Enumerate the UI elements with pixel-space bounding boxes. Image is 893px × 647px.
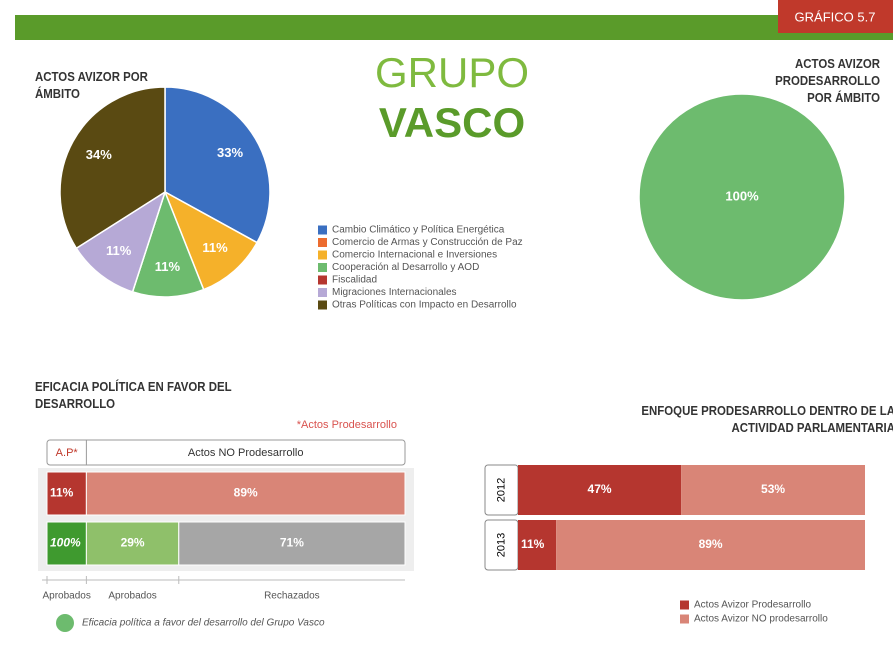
note: *Actos Prodesarrollo: [297, 419, 397, 431]
chart-title: EFICACIA POLÍTICA EN FAVOR DEL DESARROLL…: [35, 379, 232, 411]
legend-label: Comercio Internacional e Inversiones: [332, 250, 497, 261]
legend-swatch: [318, 275, 327, 285]
data-label: 89%: [699, 537, 723, 551]
pie-title: ACTOS AVIZOR POR ÁMBITO: [35, 69, 148, 101]
pie-slice: [131, 189, 205, 298]
legend-swatch: [318, 263, 327, 272]
segment-label: Aprobados: [108, 591, 156, 602]
group-title: GRUPO: [375, 49, 529, 96]
column-header: Actos NO Prodesarrollo: [188, 447, 304, 459]
pie-slice: [163, 190, 259, 291]
legend-swatch: [680, 600, 689, 610]
column-header: A.P*: [56, 447, 79, 459]
top-band: [15, 15, 893, 40]
pie-slice: [59, 86, 166, 250]
legend-swatch: [680, 614, 689, 624]
data-label: 100%: [50, 536, 81, 550]
legend-label: Actos Avizor NO prodesarrollo: [694, 614, 828, 625]
bar-segment: [556, 520, 865, 570]
data-label: 71%: [280, 536, 304, 550]
legend-label: Comercio de Armas y Construcción de Paz: [332, 237, 523, 248]
y-tick-label: 2013: [495, 533, 507, 557]
legend-swatch: [318, 250, 327, 260]
bar-segment: [85, 471, 406, 516]
legend-label: Actos Avizor Prodesarrollo: [694, 600, 812, 611]
bar-segment: [518, 465, 682, 515]
pie-title: ACTOS AVIZOR PRODESARROLLO POR ÁMBITO: [775, 56, 880, 105]
bar-segment: [681, 465, 865, 515]
pie-slice: [75, 190, 167, 293]
legend-label: Fiscalidad: [332, 275, 377, 286]
legend-swatch: [318, 225, 327, 235]
data-label: 11%: [106, 243, 132, 258]
legend-label: Cooperación al Desarrollo y AOD: [332, 262, 479, 273]
legend-label: Cambio Climático y Política Energética: [332, 225, 505, 236]
data-label: 11%: [50, 486, 74, 500]
legend-swatch: [318, 300, 327, 310]
data-label: 89%: [234, 486, 258, 500]
footnote: Eficacia política a favor del desarrollo…: [82, 618, 325, 629]
segment-label: Rechazados: [264, 591, 320, 602]
legend-label: Otras Políticas con Impacto en Desarroll…: [332, 300, 517, 311]
bar-segment: [85, 521, 180, 566]
data-label: 11%: [521, 537, 545, 551]
group-title: VASCO: [379, 99, 525, 146]
data-label: 47%: [588, 482, 612, 496]
pie-slice: [164, 86, 271, 244]
legend-swatch: [318, 238, 327, 247]
y-tick-label: 2012: [495, 478, 507, 502]
bar-segment: [518, 520, 557, 570]
data-label: 11%: [202, 240, 228, 255]
bar-segment: [46, 521, 87, 566]
legend-swatch: [318, 288, 327, 297]
segment-label: Aprobados: [43, 591, 91, 602]
data-label: 29%: [121, 536, 145, 550]
data-label: 11%: [155, 259, 181, 274]
footnote-icon: [56, 614, 74, 632]
data-label: 33%: [217, 145, 243, 160]
pie-slice: [638, 93, 846, 301]
legend-label: Migraciones Internacionales: [332, 287, 457, 298]
bar-segment: [46, 471, 87, 516]
bar-segment: [178, 521, 406, 566]
data-label: 100%: [725, 188, 759, 203]
header-box: [46, 439, 406, 466]
data-label: 34%: [86, 147, 112, 162]
badge: GRÁFICO 5.7: [795, 9, 876, 24]
chart-title: ENFOQUE PRODESARROLLO DENTRO DE LA ACTIV…: [641, 403, 893, 435]
data-label: 53%: [761, 482, 785, 496]
badge-box: [778, 0, 893, 33]
